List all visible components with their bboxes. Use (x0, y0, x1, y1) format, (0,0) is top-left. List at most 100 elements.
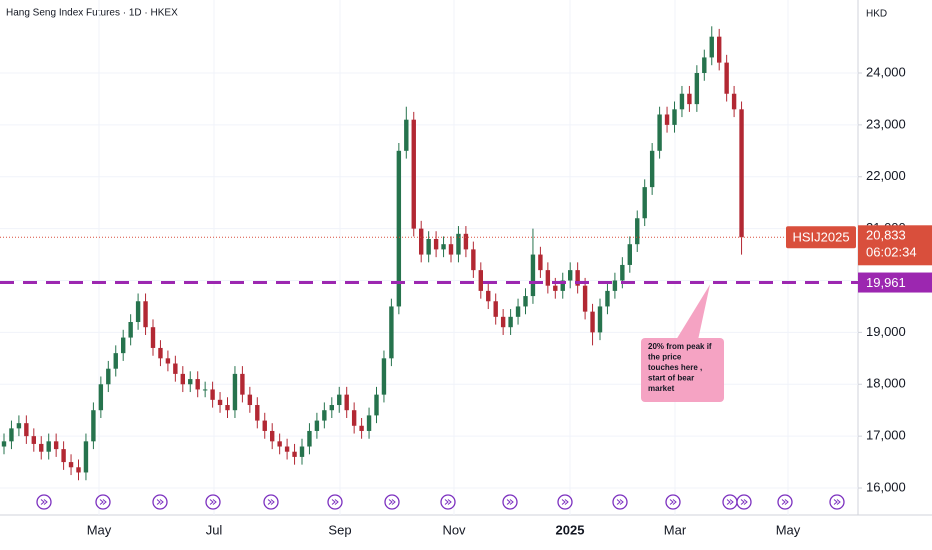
callout-text: the price (648, 353, 682, 362)
candle-body (486, 290, 491, 302)
candle-body (188, 379, 193, 385)
candle-body (173, 363, 178, 374)
candle-body (255, 405, 260, 421)
candle-body (240, 373, 245, 395)
callout-pointer (676, 284, 710, 340)
candle-body (419, 228, 424, 255)
candle-body (135, 301, 141, 323)
price-label: 20,833 (866, 228, 906, 243)
candle-body (91, 410, 96, 442)
candle-body (359, 425, 364, 431)
candle-body (344, 394, 349, 411)
candle-body (687, 93, 692, 105)
event-icon-glyph (781, 499, 789, 505)
candle-body (672, 109, 677, 125)
candle-body (597, 306, 603, 333)
candle-body (426, 239, 431, 255)
x-tick-label: 2025 (556, 522, 585, 537)
countdown-label: 06:02:34 (866, 245, 917, 260)
currency: HKD (866, 9, 887, 20)
event-icon-glyph (669, 499, 677, 505)
symbol-label: HSIJ2025 (792, 230, 849, 245)
candle-body (247, 394, 253, 406)
candle-body (530, 254, 536, 297)
y-tick-label: 24,000 (866, 64, 906, 79)
candle-body (143, 301, 148, 328)
candle-body (381, 358, 387, 395)
candle-body (68, 462, 74, 468)
candle-body (620, 264, 625, 281)
candle-body (53, 441, 59, 450)
candle-body (210, 389, 215, 400)
y-tick-label: 17,000 (866, 428, 906, 443)
candle-body (121, 337, 126, 354)
candle-body (500, 316, 506, 328)
event-icon-glyph (99, 499, 107, 505)
candle-body (98, 384, 104, 411)
candle-body (433, 239, 439, 250)
candle-body (329, 405, 334, 411)
candle-body (180, 373, 185, 385)
candle-body (277, 441, 282, 447)
candle-body (16, 423, 22, 429)
candle-body (76, 467, 81, 473)
candle-body (225, 405, 230, 411)
candle-body (113, 353, 118, 369)
event-icon-glyph (40, 499, 48, 505)
candle-body (165, 358, 171, 364)
candle-body (322, 410, 327, 421)
candle-body (642, 187, 647, 219)
candle-body (702, 57, 707, 73)
callout-text: start of bear (648, 374, 694, 383)
event-icon-glyph (833, 499, 841, 505)
candle-body (649, 150, 655, 188)
candle-body (605, 290, 610, 307)
candle-body (292, 451, 297, 457)
candle-body (717, 36, 722, 63)
event-icon-glyph (267, 499, 275, 505)
x-tick-label: Sep (328, 522, 351, 537)
y-tick-label: 18,000 (866, 376, 906, 391)
candle-body (299, 446, 305, 457)
candle-body (270, 430, 275, 442)
candle-body (582, 285, 588, 312)
candle-body (664, 114, 670, 125)
candle-body (456, 233, 461, 255)
candle-body (724, 62, 729, 94)
candle-body (404, 119, 409, 151)
event-icon-glyph (616, 499, 624, 505)
candle-body (195, 379, 200, 390)
event-icon-glyph (331, 499, 339, 505)
candle-body (9, 428, 14, 442)
candle-body (232, 373, 238, 411)
candle-body (389, 306, 394, 359)
callout-text: market (648, 384, 675, 393)
candle-body (612, 280, 618, 291)
candle-body (478, 270, 483, 291)
candle-body (351, 410, 357, 426)
event-icon-glyph (209, 499, 217, 505)
event-icon-glyph (561, 499, 569, 505)
candle-body (128, 322, 133, 338)
candle-body (731, 93, 737, 110)
event-icon-glyph (740, 499, 748, 505)
candle-body (635, 218, 640, 245)
candle-body (150, 327, 156, 348)
candle-body (523, 296, 528, 307)
candle-body (493, 301, 498, 317)
candle-body (366, 415, 372, 431)
candle-body (24, 423, 29, 437)
candle-body (284, 446, 290, 452)
candle-body (61, 449, 66, 463)
candle-body (31, 436, 36, 444)
candle-body (39, 443, 44, 452)
x-tick-label: Jul (206, 522, 223, 537)
candle-body (471, 249, 476, 271)
event-icon-glyph (444, 499, 452, 505)
candle-body (202, 389, 208, 391)
candle-body (538, 254, 543, 271)
y-tick-label: 22,000 (866, 168, 906, 183)
level-label: 19,961 (866, 275, 906, 290)
